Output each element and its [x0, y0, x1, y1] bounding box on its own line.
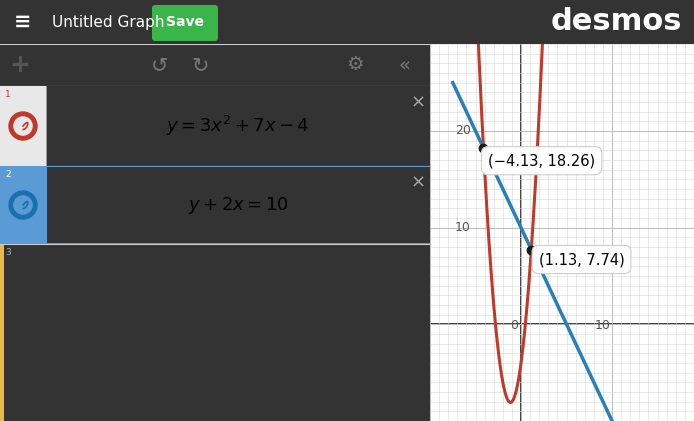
Text: Save: Save [166, 15, 204, 29]
Text: ⚙: ⚙ [346, 56, 364, 75]
Text: 20: 20 [455, 125, 471, 138]
Text: +: + [10, 53, 31, 77]
Text: 10: 10 [455, 221, 471, 234]
Text: ×: × [410, 174, 425, 192]
Text: (1.13, 7.74): (1.13, 7.74) [539, 252, 625, 267]
Text: (−4.13, 18.26): (−4.13, 18.26) [488, 153, 595, 168]
Circle shape [14, 117, 32, 135]
Text: 3: 3 [5, 248, 10, 257]
Text: ↺: ↺ [151, 55, 169, 75]
Text: $y + 2x = 10$: $y + 2x = 10$ [187, 195, 289, 216]
Bar [0, 244, 4, 421]
Text: Untitled Graph: Untitled Graph [52, 14, 164, 29]
Text: 0: 0 [510, 320, 518, 333]
Text: desmos: desmos [550, 8, 682, 37]
Text: 1: 1 [5, 90, 10, 99]
Bar [0, 86, 46, 166]
Circle shape [9, 191, 37, 219]
Text: ↻: ↻ [192, 55, 209, 75]
Text: ≡: ≡ [14, 12, 31, 32]
Text: «: « [399, 56, 411, 75]
Text: ×: × [410, 94, 425, 112]
FancyBboxPatch shape [152, 5, 218, 41]
Text: $y = 3x^2 + 7x - 4$: $y = 3x^2 + 7x - 4$ [167, 114, 310, 138]
Bar [0, 166, 46, 244]
Text: 2: 2 [5, 170, 10, 179]
Text: 10: 10 [594, 320, 610, 333]
Circle shape [14, 196, 32, 214]
Circle shape [9, 112, 37, 140]
